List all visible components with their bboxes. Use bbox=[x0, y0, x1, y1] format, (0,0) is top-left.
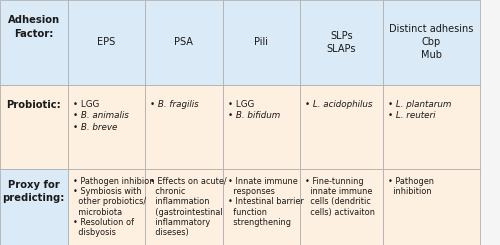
Text: inflammatory: inflammatory bbox=[150, 218, 210, 227]
Bar bbox=[145, 85, 222, 169]
Text: • Symbiosis with: • Symbiosis with bbox=[72, 187, 141, 196]
Text: Proxy for
predicting:: Proxy for predicting: bbox=[2, 180, 65, 203]
Bar bbox=[222, 85, 300, 169]
Text: SLPs
SLAPs: SLPs SLAPs bbox=[326, 31, 356, 54]
Text: • Effects on acute/: • Effects on acute/ bbox=[150, 177, 226, 186]
Bar bbox=[68, 169, 145, 245]
Bar bbox=[300, 0, 382, 85]
Text: • B. breve: • B. breve bbox=[72, 123, 117, 132]
Text: • L. plantarum: • L. plantarum bbox=[388, 100, 451, 109]
Text: • Intestinal barrier: • Intestinal barrier bbox=[228, 197, 303, 206]
Text: chronic: chronic bbox=[150, 187, 186, 196]
Text: PSA: PSA bbox=[174, 37, 193, 47]
Bar bbox=[222, 0, 300, 85]
Text: • B. fragilis: • B. fragilis bbox=[150, 100, 198, 109]
Text: function: function bbox=[228, 208, 266, 217]
Text: • B. animalis: • B. animalis bbox=[72, 111, 128, 121]
Bar bbox=[300, 169, 382, 245]
Bar bbox=[0, 169, 68, 245]
Text: • L. acidophilus: • L. acidophilus bbox=[305, 100, 372, 109]
Text: responses: responses bbox=[228, 187, 274, 196]
Bar bbox=[145, 0, 222, 85]
Text: Pili: Pili bbox=[254, 37, 268, 47]
Bar bbox=[68, 85, 145, 169]
Text: • Pathogen: • Pathogen bbox=[388, 177, 434, 186]
Bar bbox=[382, 0, 480, 85]
Text: Probiotic:: Probiotic: bbox=[6, 100, 61, 110]
Text: • Innate immune: • Innate immune bbox=[228, 177, 297, 186]
Bar bbox=[0, 85, 68, 169]
Text: strengthening: strengthening bbox=[228, 218, 290, 227]
Bar bbox=[382, 169, 480, 245]
Text: • Fine-tunning: • Fine-tunning bbox=[305, 177, 364, 186]
Text: • L. reuteri: • L. reuteri bbox=[388, 111, 435, 121]
Text: • LGG: • LGG bbox=[228, 100, 254, 109]
Bar bbox=[222, 169, 300, 245]
Text: innate immune: innate immune bbox=[305, 187, 372, 196]
Text: • Resolution of: • Resolution of bbox=[72, 218, 134, 227]
Bar bbox=[382, 85, 480, 169]
Bar bbox=[300, 85, 382, 169]
Text: cells) activaiton: cells) activaiton bbox=[305, 208, 375, 217]
Text: (gastrointestinal: (gastrointestinal bbox=[150, 208, 222, 217]
Text: inflammation: inflammation bbox=[150, 197, 210, 206]
Text: inhibition: inhibition bbox=[388, 187, 431, 196]
Text: EPS: EPS bbox=[97, 37, 116, 47]
Text: cells (dendritic: cells (dendritic bbox=[305, 197, 371, 206]
Text: • Pathogen inhibion: • Pathogen inhibion bbox=[72, 177, 154, 186]
Text: Adhesion
Factor:: Adhesion Factor: bbox=[8, 15, 60, 39]
Text: • LGG: • LGG bbox=[72, 100, 99, 109]
Text: diseses): diseses) bbox=[150, 228, 189, 237]
Text: other probiotics/: other probiotics/ bbox=[72, 197, 146, 206]
Text: microbiota: microbiota bbox=[72, 208, 122, 217]
Bar bbox=[145, 169, 222, 245]
Text: disbyosis: disbyosis bbox=[72, 228, 116, 237]
Bar bbox=[68, 0, 145, 85]
Text: Distinct adhesins
Cbp
Mub: Distinct adhesins Cbp Mub bbox=[389, 24, 473, 60]
Text: • B. bifidum: • B. bifidum bbox=[228, 111, 280, 121]
Bar bbox=[0, 0, 68, 85]
